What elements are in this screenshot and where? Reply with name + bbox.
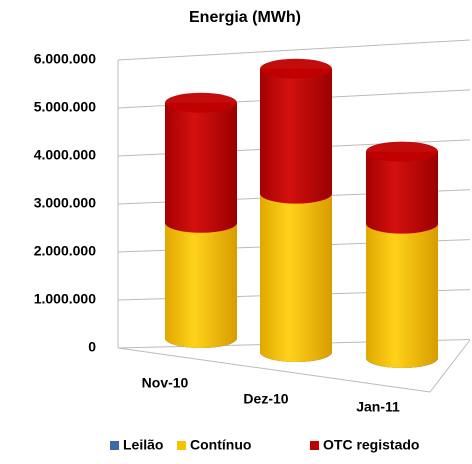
cylinder-part [165,92,237,113]
x-tick-label: Nov-10 [142,375,189,391]
cylinder-part [260,58,332,79]
grid-line [117,39,471,61]
cylinder-segment [366,213,438,368]
legend-swatch [110,441,119,450]
legend-swatch [310,441,319,450]
legend-label: Leilão [123,437,163,453]
chart-title: Energia (MWh) [189,9,301,26]
y-tick-label: 0 [88,339,96,355]
cylinder-part [260,193,332,352]
cylinder-part [366,141,438,162]
legend-swatch [177,441,186,450]
cylinder-segment [260,183,332,362]
cylinder-part [165,102,237,223]
x-tick-label: Dez-10 [243,391,288,407]
cylinder-segment [165,92,237,233]
y-tick-label: 3.000.000 [34,195,96,211]
cylinder-segment [165,212,237,348]
cylinder-segment [260,58,332,204]
cylinder-segment [366,141,438,234]
cylinder-part [366,151,438,224]
y-tick-label: 5.000.000 [34,99,96,115]
cylinder-part [165,222,237,338]
legend-label: Contínuo [190,437,251,453]
y-tick-label: 6.000.000 [34,51,96,67]
y-tick-label: 4.000.000 [34,147,96,163]
cylinder-part [366,223,438,358]
y-tick-label: 2.000.000 [34,243,96,259]
legend-label: OTC registado [323,437,419,453]
y-tick-label: 1.000.000 [34,291,96,307]
cylinder-part [260,68,332,194]
x-tick-label: Jan-11 [356,399,400,415]
